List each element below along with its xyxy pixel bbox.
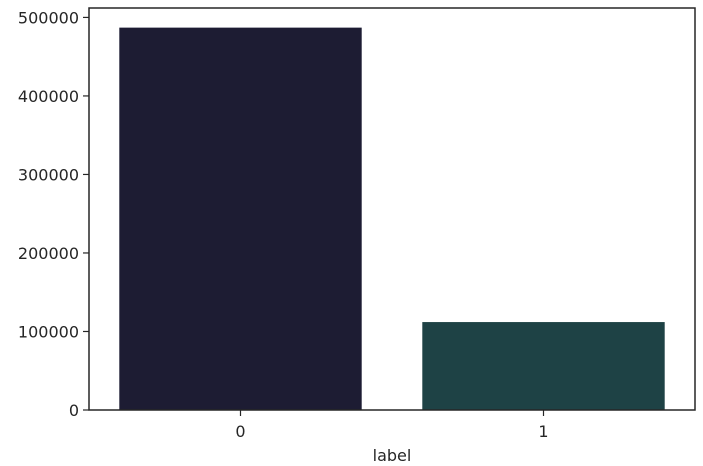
bar-0 xyxy=(119,27,362,410)
x-tick-label-1: 1 xyxy=(538,422,548,441)
bar-1 xyxy=(422,322,665,410)
y-tick-label-100000: 100000 xyxy=(18,322,79,341)
y-axis-ticks: 0 100000 200000 300000 400000 500000 xyxy=(18,8,89,420)
x-tick-label-0: 0 xyxy=(235,422,245,441)
y-tick-label-500000: 500000 xyxy=(18,8,79,27)
y-tick-label-200000: 200000 xyxy=(18,244,79,263)
y-tick-label-0: 0 xyxy=(69,401,79,420)
x-axis-label: label xyxy=(373,446,412,465)
y-tick-label-300000: 300000 xyxy=(18,165,79,184)
bars-group xyxy=(119,27,665,410)
plot-frame xyxy=(88,7,696,411)
y-tick-label-400000: 400000 xyxy=(18,87,79,106)
